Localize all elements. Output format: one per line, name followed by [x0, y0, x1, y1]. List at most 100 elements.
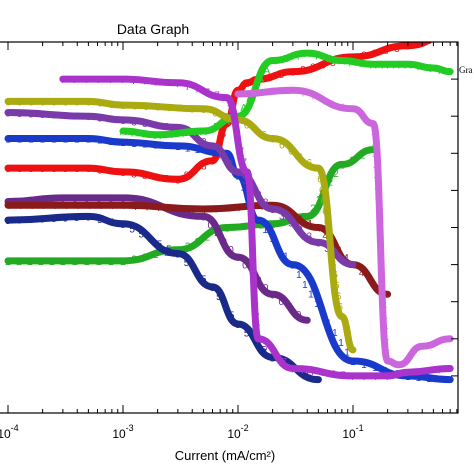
series-marker: 8	[210, 157, 216, 168]
series-line	[4, 134, 454, 384]
series-marker: 7	[153, 77, 159, 88]
series-marker: 8	[28, 164, 34, 175]
series-marker: 8	[184, 171, 190, 182]
series-line	[4, 212, 322, 384]
series-marker: 6	[322, 207, 328, 218]
series-marker: 4	[86, 201, 92, 212]
series-marker: 4	[189, 204, 195, 215]
series-marker: +	[376, 206, 382, 217]
series-marker: 7	[236, 136, 242, 147]
series-marker: +	[375, 195, 381, 206]
series-marker: 0	[242, 261, 248, 272]
series-marker: 5	[229, 311, 235, 322]
series-marker: 0	[296, 310, 302, 321]
series-marker: 7	[373, 372, 379, 383]
series-marker: 2	[350, 155, 356, 166]
series-marker: 1	[302, 280, 308, 291]
series-marker: A	[304, 49, 311, 60]
series-marker: 0	[208, 221, 214, 232]
series-marker: +	[378, 249, 384, 260]
series-marker: 7	[185, 82, 191, 93]
series-marker: 7	[254, 313, 260, 324]
series-marker: 7	[273, 350, 279, 361]
series-marker: A	[359, 59, 366, 70]
series-marker: 1	[153, 140, 159, 151]
series-marker: 8	[51, 164, 57, 175]
series-marker: +	[376, 217, 382, 228]
series-marker: 7	[224, 94, 230, 105]
series-marker: 7	[247, 201, 253, 212]
series-marker: 7	[230, 115, 236, 126]
series-marker: 5	[306, 371, 312, 382]
series-marker: 4	[143, 202, 149, 213]
series-marker: 0	[96, 194, 102, 205]
series-marker: 5	[210, 283, 216, 294]
series-marker: +	[396, 361, 402, 372]
series-marker: 4	[258, 202, 264, 213]
chart-title: Data Graph	[117, 21, 189, 37]
series-marker: 7	[204, 88, 210, 99]
series-marker: 0	[38, 195, 44, 206]
series-marker: 1	[51, 134, 57, 145]
series-marker: 7	[96, 75, 102, 86]
series-marker: A	[438, 66, 445, 77]
series-marker: 6	[86, 97, 92, 108]
series-marker: 8	[361, 51, 367, 62]
series-marker: +	[300, 89, 306, 100]
series-marker: 5	[157, 240, 163, 251]
series-marker: 6	[316, 164, 322, 175]
series-marker: +	[268, 88, 274, 99]
series-marker: 4	[178, 204, 184, 215]
series-marker: 7	[241, 157, 247, 168]
series-marker: 1	[437, 375, 443, 386]
series-marker: 1	[332, 328, 338, 339]
series-marker: 7	[233, 125, 239, 136]
series-marker: 1	[185, 143, 191, 154]
series-marker: 5	[253, 337, 259, 348]
series-marker: 4	[201, 205, 207, 216]
series-marker: 7	[385, 372, 391, 383]
series-marker: 7	[250, 257, 256, 268]
series-marker: 3	[263, 198, 269, 209]
series-marker: 7	[330, 369, 336, 380]
series-marker: A	[327, 54, 334, 65]
series-marker: 8	[5, 164, 11, 175]
series-marker: 5	[74, 213, 80, 224]
series-marker: 8	[240, 83, 246, 94]
series-marker: 8	[250, 77, 256, 88]
series-marker: 7	[120, 75, 126, 86]
series-marker: 6	[17, 97, 23, 108]
series-marker: 7	[249, 235, 255, 246]
series-marker: A	[430, 64, 437, 75]
series-marker: 5	[175, 249, 181, 260]
series-marker: 0	[235, 253, 241, 264]
series-marker: 2	[281, 217, 287, 228]
series-marker: 5	[51, 214, 57, 225]
series-marker: +	[381, 292, 387, 303]
series-marker: 7	[340, 371, 346, 382]
series-marker: 4	[109, 201, 115, 212]
series-marker: 2	[5, 257, 11, 268]
series-marker: A	[405, 60, 412, 71]
series-marker: +	[374, 184, 380, 195]
series-marker: 0	[256, 275, 262, 286]
series-marker: 7	[264, 342, 270, 353]
series-marker: +	[360, 112, 366, 123]
series-marker: 6	[336, 291, 342, 302]
series-line	[4, 42, 434, 183]
series-marker: 3	[333, 249, 339, 260]
series-marker: 6	[143, 102, 149, 113]
series-marker: 6	[319, 185, 325, 196]
series-marker: 4	[97, 201, 103, 212]
series-marker: 3	[86, 112, 92, 123]
series-marker: A	[339, 57, 346, 68]
series-marker: 5	[222, 301, 228, 312]
series-marker: 1	[344, 347, 350, 358]
series-marker: 5	[28, 215, 34, 226]
series-marker: 1	[262, 225, 268, 236]
series-marker: 0	[178, 207, 184, 218]
series-marker: 8	[217, 138, 223, 149]
series-marker: 5	[261, 345, 267, 356]
series-marker: 3	[28, 110, 34, 121]
series-marker: 4	[212, 204, 218, 215]
